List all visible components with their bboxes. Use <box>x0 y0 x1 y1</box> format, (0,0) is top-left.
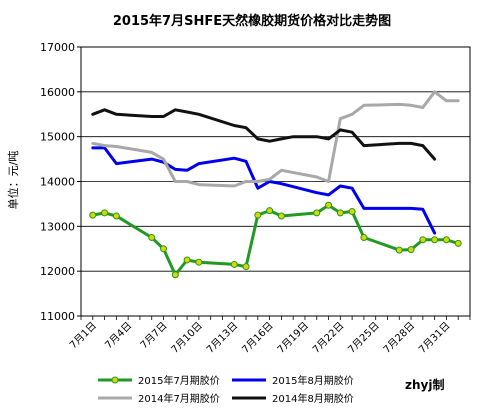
y-tick-label: 11000 <box>40 310 75 323</box>
data-point <box>230 260 238 268</box>
data-point <box>360 234 368 242</box>
legend: 2015年7月期胶价 2015年8月期胶价 2014年7月期胶价 2014年8月期胶价 <box>98 374 354 405</box>
series-line <box>91 90 460 188</box>
x-tick-label: 7月22日 <box>310 320 346 356</box>
data-point <box>454 239 462 247</box>
x-tick-label: 7月16日 <box>240 320 276 356</box>
data-point <box>112 212 120 220</box>
data-point <box>254 211 262 219</box>
y-tick-label: 17000 <box>40 41 75 54</box>
data-point <box>101 209 109 217</box>
data-point <box>89 211 97 219</box>
data-point <box>277 212 285 220</box>
x-tick-label: 7月1日 <box>67 320 99 352</box>
y-axis-label: 单位：元/吨 <box>6 151 20 210</box>
chart-credit: zhyj制 <box>405 377 444 392</box>
data-point <box>325 201 333 209</box>
x-tick-label: 7月31日 <box>416 320 452 356</box>
data-point <box>313 209 321 217</box>
legend-label: 2015年7月期胶价 <box>138 374 220 387</box>
legend-label: 2014年8月期胶价 <box>272 392 354 405</box>
data-point <box>336 209 344 217</box>
data-point <box>431 236 439 244</box>
data-point <box>195 258 203 266</box>
x-tick-label: 7月28日 <box>381 320 417 356</box>
y-tick-label: 14000 <box>40 176 75 189</box>
data-point <box>419 236 427 244</box>
data-point <box>242 263 250 271</box>
series-line <box>91 108 437 161</box>
legend-label: 2015年8月期胶价 <box>272 374 354 387</box>
legend-label: 2014年7月期胶价 <box>138 392 220 405</box>
data-point <box>160 245 168 253</box>
y-tick-label: 15000 <box>40 131 75 144</box>
data-point <box>171 271 179 279</box>
x-tick-label: 7月10日 <box>169 320 205 356</box>
y-tick-label: 16000 <box>40 86 75 99</box>
data-point <box>407 246 415 254</box>
y-tick-label: 12000 <box>40 265 75 278</box>
x-tick-label: 7月25日 <box>346 320 382 356</box>
x-tick-label: 7月4日 <box>103 320 135 352</box>
data-point <box>395 246 403 254</box>
data-point <box>183 256 191 264</box>
data-point <box>148 234 156 242</box>
data-point <box>266 207 274 215</box>
data-point <box>348 208 356 216</box>
x-tick-label: 7月13日 <box>204 320 240 356</box>
x-tick-label: 7月7日 <box>138 320 170 352</box>
data-point <box>442 236 450 244</box>
legend-marker <box>111 376 119 384</box>
x-tick-label: 7月19日 <box>275 320 311 356</box>
chart-title: 2015年7月SHFE天然橡胶期货价格对比走势图 <box>113 13 391 29</box>
y-tick-label: 13000 <box>40 220 75 233</box>
series-line <box>91 146 437 235</box>
